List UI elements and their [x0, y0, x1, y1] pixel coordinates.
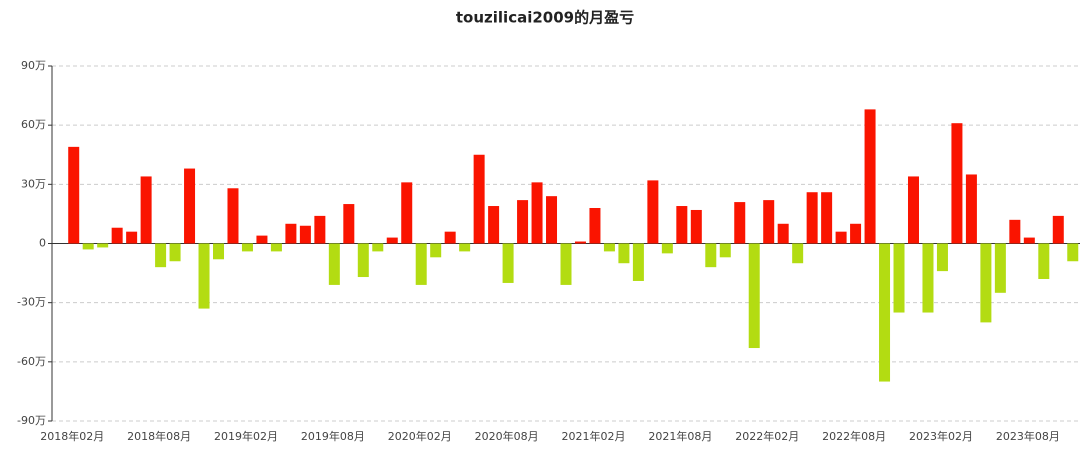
- y-tick-label: -90万: [17, 414, 46, 427]
- bar: [936, 243, 948, 272]
- y-tick-label: 60万: [21, 118, 46, 131]
- chart-title: touzilicai2009的月盈亏: [456, 9, 634, 27]
- bar: [97, 243, 109, 248]
- x-tick-label: 2019年02月: [214, 429, 278, 443]
- bar: [777, 223, 789, 244]
- bar: [806, 192, 818, 244]
- x-tick-label: 2022年08月: [822, 429, 886, 443]
- bar: [314, 215, 326, 244]
- bar: [676, 206, 688, 244]
- bar: [603, 243, 615, 252]
- bar: [502, 243, 514, 283]
- bar: [213, 243, 225, 260]
- bar: [126, 231, 138, 244]
- bar: [473, 154, 485, 244]
- bar: [357, 243, 369, 278]
- bar: [661, 243, 673, 254]
- x-tick-label: 2019年08月: [301, 429, 365, 443]
- x-tick-label: 2020年08月: [475, 429, 539, 443]
- bar: [994, 243, 1006, 293]
- bar: [430, 243, 442, 258]
- bar: [1067, 243, 1079, 262]
- x-tick-label: 2020年02月: [388, 429, 452, 443]
- x-tick-label: 2021年08月: [648, 429, 712, 443]
- bar: [444, 231, 456, 244]
- bar: [198, 243, 210, 309]
- bar: [140, 176, 152, 244]
- bar: [980, 243, 992, 323]
- bar: [68, 146, 80, 244]
- bar: [1009, 219, 1021, 244]
- x-tick-label: 2018年02月: [40, 429, 104, 443]
- y-tick-label: 30万: [21, 177, 46, 190]
- bar: [647, 180, 659, 244]
- bar: [965, 174, 977, 244]
- bar: [415, 243, 427, 285]
- bar: [850, 223, 862, 244]
- bar: [401, 182, 413, 244]
- bar: [922, 243, 934, 313]
- bar: [343, 204, 355, 244]
- bar: [734, 202, 746, 244]
- bar: [864, 109, 876, 244]
- x-tick-label: 2018年08月: [127, 429, 191, 443]
- bar: [574, 241, 586, 244]
- bar: [488, 206, 500, 244]
- bar: [690, 209, 702, 244]
- bar: [835, 231, 847, 244]
- bar: [111, 227, 123, 244]
- bar: [546, 196, 558, 244]
- bar: [372, 243, 384, 252]
- bar: [951, 123, 963, 244]
- bar: [632, 243, 644, 281]
- bar: [560, 243, 572, 285]
- y-tick-label: 0: [39, 237, 46, 250]
- y-tick-label: 90万: [21, 59, 46, 72]
- bar: [227, 188, 239, 244]
- bar: [705, 243, 717, 268]
- bar: [82, 243, 94, 250]
- bar: [270, 243, 282, 252]
- bar: [459, 243, 471, 252]
- x-tick-label: 2023年08月: [996, 429, 1060, 443]
- bar: [719, 243, 731, 258]
- x-tick-label: 2023年02月: [909, 429, 973, 443]
- bar: [169, 243, 181, 262]
- bar: [748, 243, 760, 349]
- bar: [531, 182, 543, 244]
- bar: [879, 243, 891, 382]
- bar: [893, 243, 905, 313]
- bar: [763, 200, 775, 244]
- bar: [256, 235, 268, 244]
- bar: [155, 243, 167, 268]
- bar: [907, 176, 919, 244]
- bar: [285, 223, 297, 244]
- bar: [184, 168, 196, 244]
- bar: [1052, 215, 1064, 244]
- x-tick-label: 2022年02月: [735, 429, 799, 443]
- bar: [792, 243, 804, 264]
- bar: [1038, 243, 1050, 279]
- y-tick-label: -60万: [17, 355, 46, 368]
- bar: [618, 243, 630, 264]
- y-tick-label: -30万: [17, 296, 46, 309]
- bar: [589, 208, 601, 244]
- bar: [517, 200, 529, 244]
- bar: [386, 237, 398, 244]
- bar: [299, 225, 311, 244]
- x-tick-label: 2021年02月: [561, 429, 625, 443]
- bar: [241, 243, 253, 252]
- bar: [1023, 237, 1035, 244]
- bar: [821, 192, 833, 244]
- bar: [328, 243, 340, 285]
